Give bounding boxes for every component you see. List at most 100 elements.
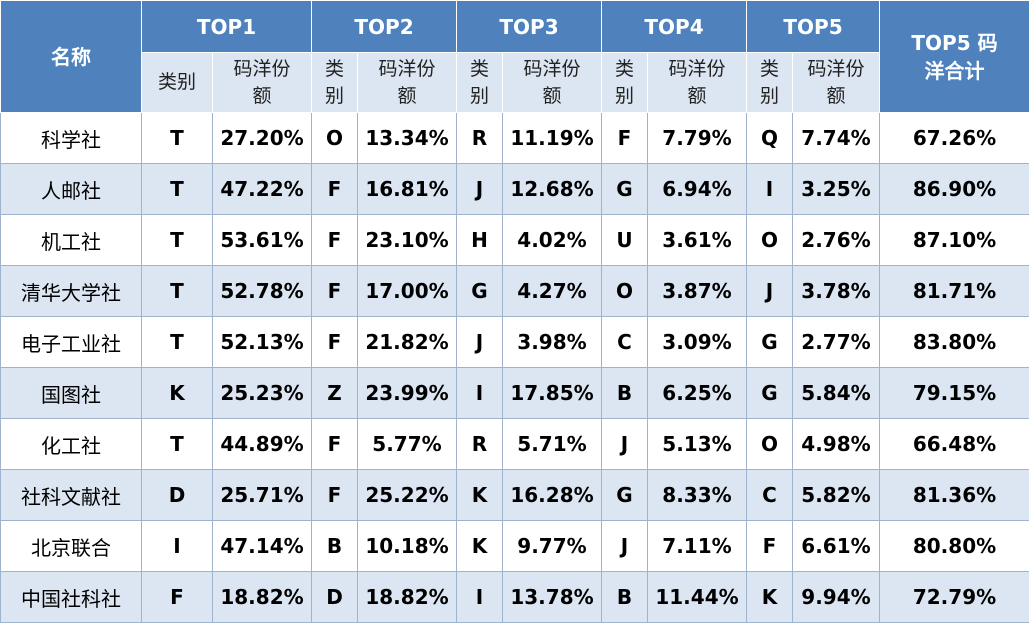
share-cell: 25.22%	[357, 469, 457, 521]
category-cell: D	[141, 469, 213, 521]
total-share-cell: 79.15%	[879, 367, 1029, 419]
share-cell: 17.85%	[502, 367, 602, 419]
category-cell: O	[746, 214, 793, 266]
share-cell: 6.25%	[647, 367, 747, 419]
category-cell: U	[601, 214, 648, 266]
category-cell: F	[311, 316, 358, 368]
publisher-name-cell: 化工社	[0, 418, 142, 470]
category-cell: J	[601, 520, 648, 572]
share-cell: 47.22%	[212, 163, 312, 215]
category-cell: I	[456, 571, 503, 623]
share-cell: 12.68%	[502, 163, 602, 215]
share-cell: 52.13%	[212, 316, 312, 368]
table-row: 北京联合 I 47.14% B 10.18% K 9.77% J 7.11% F 6.61% 80.8…	[0, 520, 1029, 572]
table-row: 国图社 K 25.23% Z 23.99% I 17.85% B 6.25% G 5.84% 79.1…	[0, 367, 1029, 419]
category-cell: F	[311, 214, 358, 266]
share-cell: 16.28%	[502, 469, 602, 521]
total-share-cell: 81.36%	[879, 469, 1029, 521]
table-header: 名称 TOP1 TOP2 TOP3 TOP4 TOP5 TOP5 码洋合计 类别…	[0, 0, 1029, 113]
share-subheader: 码洋份额	[212, 52, 312, 113]
share-cell: 9.94%	[792, 571, 880, 623]
share-cell: 21.82%	[357, 316, 457, 368]
share-cell: 6.61%	[792, 520, 880, 572]
category-cell: I	[456, 367, 503, 419]
category-cell: B	[601, 367, 648, 419]
category-cell: J	[456, 316, 503, 368]
table-row: 人邮社 T 47.22% F 16.81% J 12.68% G 6.94% I 3.25% 86.9…	[0, 163, 1029, 215]
table-row: 清华大学社 T 52.78% F 17.00% G 4.27% O 3.87% J 3.78% 81.…	[0, 265, 1029, 317]
category-cell: C	[746, 469, 793, 521]
category-cell: K	[456, 520, 503, 572]
publisher-name-cell: 人邮社	[0, 163, 142, 215]
category-cell: F	[141, 571, 213, 623]
top2-header: TOP2	[311, 0, 457, 53]
category-cell: T	[141, 112, 213, 164]
share-subheader: 码洋份额	[792, 52, 880, 113]
category-cell: D	[311, 571, 358, 623]
publisher-name-cell: 清华大学社	[0, 265, 142, 317]
share-cell: 52.78%	[212, 265, 312, 317]
share-cell: 18.82%	[357, 571, 457, 623]
category-cell: T	[141, 265, 213, 317]
category-cell: G	[456, 265, 503, 317]
share-cell: 5.84%	[792, 367, 880, 419]
category-cell: T	[141, 214, 213, 266]
category-cell: R	[456, 112, 503, 164]
category-cell: F	[311, 418, 358, 470]
total-share-cell: 87.10%	[879, 214, 1029, 266]
share-cell: 25.71%	[212, 469, 312, 521]
top4-header: TOP4	[601, 0, 747, 53]
share-cell: 27.20%	[212, 112, 312, 164]
category-cell: K	[746, 571, 793, 623]
share-cell: 13.78%	[502, 571, 602, 623]
total-share-cell: 80.80%	[879, 520, 1029, 572]
category-subheader: 类别	[746, 52, 793, 113]
share-cell: 7.74%	[792, 112, 880, 164]
category-cell: F	[601, 112, 648, 164]
share-cell: 4.98%	[792, 418, 880, 470]
total-share-cell: 67.26%	[879, 112, 1029, 164]
category-subheader: 类别	[311, 52, 358, 113]
category-cell: B	[601, 571, 648, 623]
table-row: 化工社 T 44.89% F 5.77% R 5.71% J 5.13% O 4.98% 66.48%	[0, 418, 1029, 470]
category-cell: O	[311, 112, 358, 164]
share-cell: 53.61%	[212, 214, 312, 266]
category-cell: Z	[311, 367, 358, 419]
category-cell: T	[141, 316, 213, 368]
share-cell: 3.25%	[792, 163, 880, 215]
category-cell: C	[601, 316, 648, 368]
category-cell: G	[746, 367, 793, 419]
share-cell: 7.11%	[647, 520, 747, 572]
publisher-name-cell: 社科文献社	[0, 469, 142, 521]
table-row: 中国社科社 F 18.82% D 18.82% I 13.78% B 11.44% K 9.94% 7…	[0, 571, 1029, 623]
category-cell: F	[746, 520, 793, 572]
category-cell: K	[456, 469, 503, 521]
total-share-cell: 83.80%	[879, 316, 1029, 368]
share-cell: 10.18%	[357, 520, 457, 572]
category-cell: H	[456, 214, 503, 266]
share-cell: 44.89%	[212, 418, 312, 470]
table-row: 机工社 T 53.61% F 23.10% H 4.02% U 3.61% O 2.76% 87.10…	[0, 214, 1029, 266]
share-subheader: 码洋份额	[357, 52, 457, 113]
share-subheader: 码洋份额	[502, 52, 602, 113]
category-cell: J	[456, 163, 503, 215]
category-cell: F	[311, 469, 358, 521]
share-cell: 3.98%	[502, 316, 602, 368]
share-cell: 23.10%	[357, 214, 457, 266]
share-cell: 23.99%	[357, 367, 457, 419]
total-share-cell: 86.90%	[879, 163, 1029, 215]
name-column-header: 名称	[0, 0, 142, 113]
category-subheader: 类别	[456, 52, 503, 113]
publisher-name-cell: 国图社	[0, 367, 142, 419]
category-cell: G	[601, 163, 648, 215]
category-cell: Q	[746, 112, 793, 164]
category-subheader: 类别	[141, 52, 213, 113]
share-cell: 7.79%	[647, 112, 747, 164]
share-cell: 11.19%	[502, 112, 602, 164]
share-cell: 3.61%	[647, 214, 747, 266]
share-cell: 8.33%	[647, 469, 747, 521]
category-cell: R	[456, 418, 503, 470]
category-cell: O	[746, 418, 793, 470]
publisher-name-cell: 科学社	[0, 112, 142, 164]
